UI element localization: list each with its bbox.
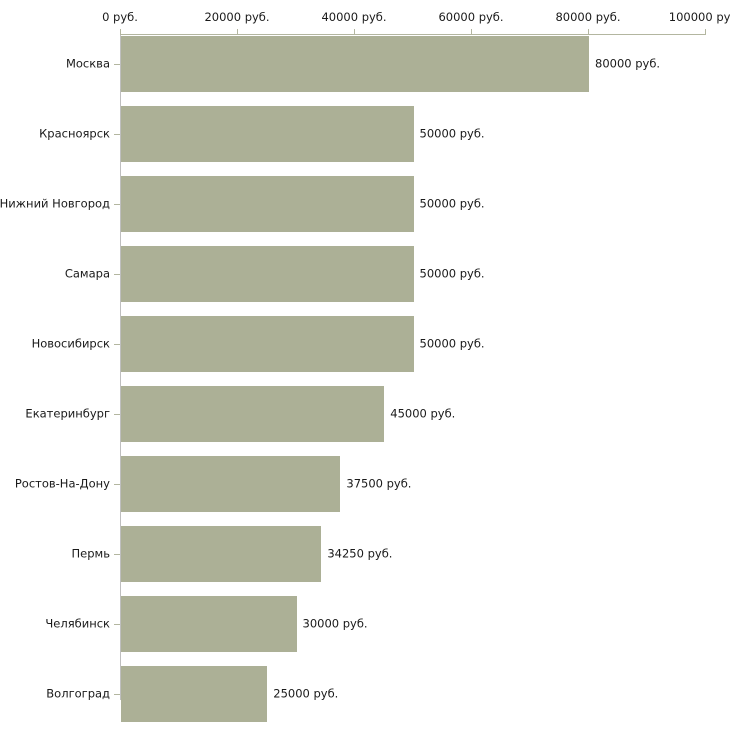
y-axis-tick [114, 554, 120, 555]
x-axis-tick [471, 29, 472, 35]
bar-value-label: 50000 руб. [419, 126, 485, 141]
y-axis-category-label: Новосибирск [31, 336, 110, 351]
bar [121, 456, 341, 512]
x-axis-tick [705, 29, 706, 35]
y-axis-line [120, 34, 121, 700]
y-axis-tick [114, 344, 120, 345]
y-axis-category-label: Самара [64, 266, 110, 281]
x-axis-tick [237, 29, 238, 35]
y-axis-category-label: Москва [65, 56, 110, 71]
bar [121, 386, 385, 442]
x-axis-tick [588, 29, 589, 35]
x-axis-tick [120, 29, 121, 35]
x-axis-tick [354, 29, 355, 35]
x-axis-tick-label: 20000 руб. [204, 10, 270, 24]
y-axis-tick [114, 484, 120, 485]
x-axis-line [120, 34, 706, 35]
bar [121, 596, 297, 652]
bar-value-label: 50000 руб. [419, 266, 485, 281]
bar [121, 106, 414, 162]
y-axis-category-label: Пермь [71, 546, 110, 561]
bar-value-label: 34250 руб. [327, 546, 393, 561]
bar-value-label: 50000 руб. [419, 196, 485, 211]
y-axis-category-label: Ростов-На-Дону [14, 476, 110, 491]
bar-value-label: 45000 руб. [390, 406, 456, 421]
bar [121, 176, 414, 232]
bar [121, 666, 268, 722]
y-axis-tick [114, 204, 120, 205]
y-axis-category-label: Нижний Новгород [0, 196, 110, 211]
y-axis-tick [114, 64, 120, 65]
bar-value-label: 37500 руб. [346, 476, 412, 491]
x-axis-tick-label: 40000 руб. [321, 10, 387, 24]
x-axis-tick-label: 80000 руб. [555, 10, 621, 24]
y-axis-tick [114, 414, 120, 415]
bar-value-label: 80000 руб. [595, 56, 661, 71]
y-axis-category-label: Волгоград [46, 686, 110, 701]
x-axis-tick-label: 100000 руб. [668, 10, 730, 24]
y-axis-tick [114, 134, 120, 135]
y-axis-category-label: Екатеринбург [25, 406, 110, 421]
y-axis-tick [114, 274, 120, 275]
y-axis-tick [114, 624, 120, 625]
x-axis-tick-label: 0 руб. [102, 10, 138, 24]
bar-value-label: 30000 руб. [302, 616, 368, 631]
y-axis-category-label: Челябинск [45, 616, 110, 631]
y-axis-category-label: Красноярск [39, 126, 110, 141]
y-axis-tick [114, 694, 120, 695]
bar [121, 36, 589, 92]
bar-value-label: 50000 руб. [419, 336, 485, 351]
bar-value-label: 25000 руб. [273, 686, 339, 701]
bar [121, 526, 322, 582]
bar [121, 246, 414, 302]
x-axis-tick-label: 60000 руб. [438, 10, 504, 24]
bar [121, 316, 414, 372]
